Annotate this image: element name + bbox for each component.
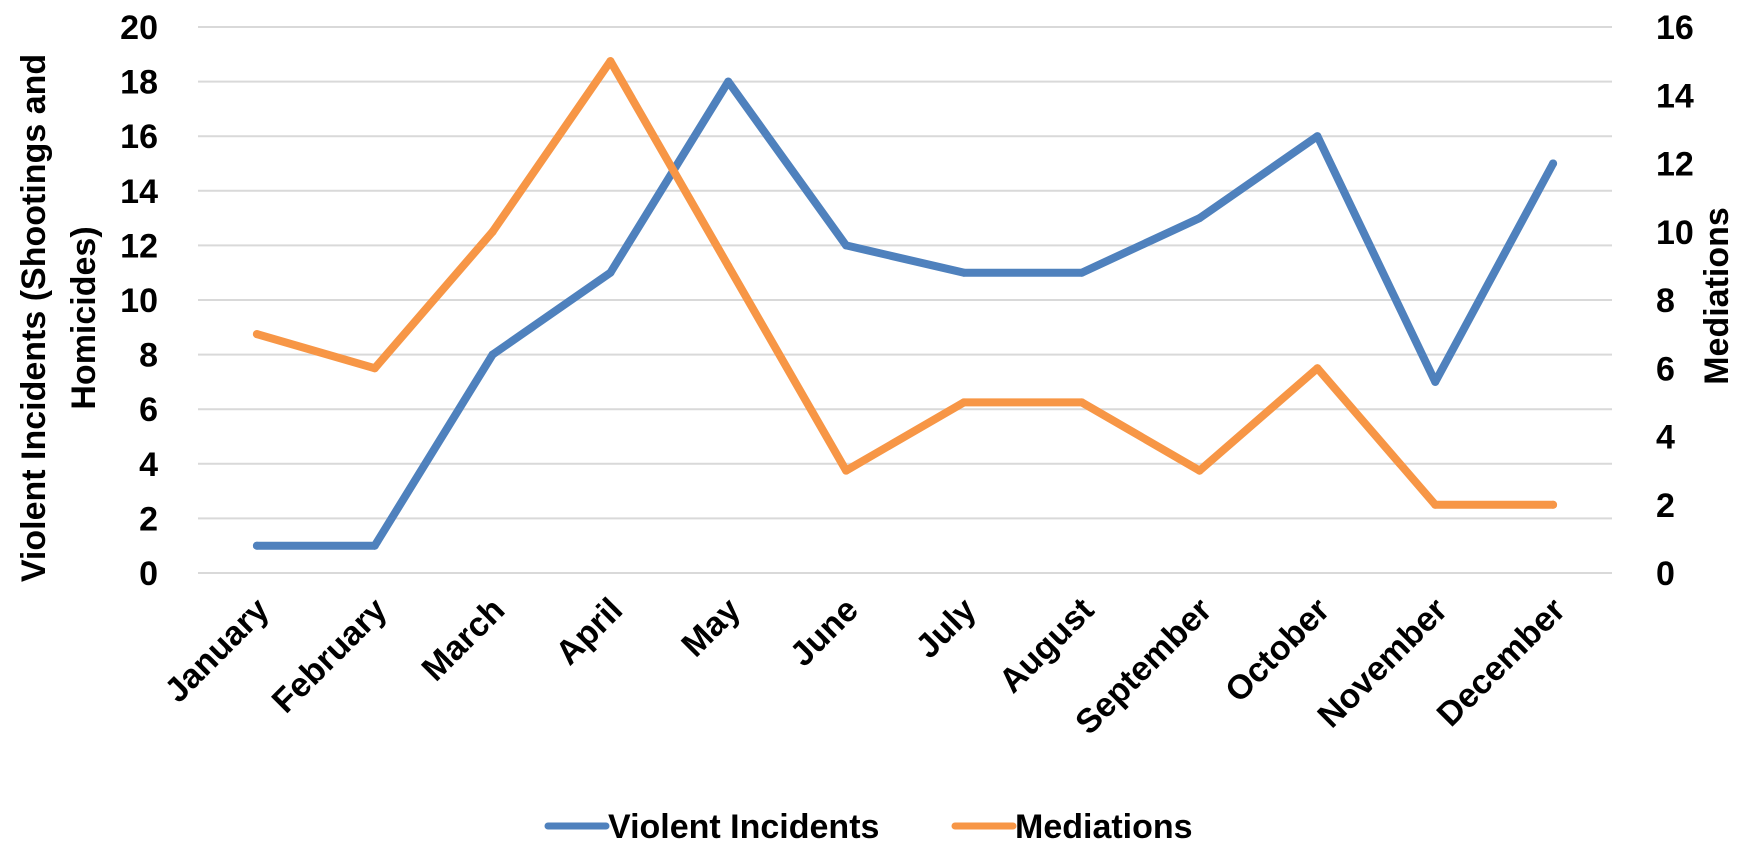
left-tick-label: 10 [120,282,158,320]
left-tick-label: 14 [120,173,158,211]
legend-label-violent-incidents: Violent Incidents [608,808,879,845]
x-tick-label: January [157,591,276,710]
data-point-violent-incidents [724,77,733,86]
data-point-mediations [1195,466,1204,475]
x-tick-label: November [1310,591,1454,735]
left-tick-label: 4 [139,446,158,484]
data-point-violent-incidents [488,350,497,359]
data-point-mediations [370,364,379,373]
left-tick-label: 16 [120,118,158,156]
left-tick-label: 2 [139,500,158,538]
series-line-violent-incidents [252,77,1558,550]
left-axis-title: Violent Incidents (Shootings and [15,54,53,582]
data-point-violent-incidents [1195,214,1204,223]
right-tick-label: 6 [1656,350,1675,388]
right-axis-ticks: 0 2 4 6 8 10 12 14 16 [1656,9,1694,593]
data-point-mediations [842,466,851,475]
right-tick-label: 10 [1656,214,1694,252]
left-tick-label: 8 [139,337,158,375]
right-tick-label: 8 [1656,282,1675,320]
right-tick-label: 16 [1656,9,1694,47]
x-tick-label: March [415,591,513,689]
data-point-violent-incidents [842,241,851,250]
legend-label-mediations: Mediations [1015,808,1193,845]
x-tick-label: April [548,591,630,673]
data-point-violent-incidents [252,541,261,550]
data-point-violent-incidents [1077,268,1086,277]
right-tick-label: 14 [1656,77,1694,115]
data-point-violent-incidents [1431,377,1440,386]
data-point-violent-incidents [1549,159,1558,168]
data-point-mediations [1313,364,1322,373]
data-point-mediations [724,261,733,270]
data-point-mediations [959,398,968,407]
left-tick-label: 18 [120,64,158,102]
data-point-mediations [488,227,497,236]
series-line-mediations [252,57,1558,509]
data-point-violent-incidents [606,268,615,277]
data-point-mediations [252,330,261,339]
left-tick-label: 0 [139,555,158,593]
data-point-mediations [606,57,615,66]
data-point-mediations [1077,398,1086,407]
data-point-mediations [1431,500,1440,509]
data-point-violent-incidents [370,541,379,550]
left-tick-label: 20 [120,9,158,47]
data-point-mediations [1549,500,1558,509]
x-tick-label: June [783,591,866,674]
x-tick-label: February [265,591,395,721]
right-tick-label: 2 [1656,487,1675,525]
right-tick-label: 4 [1656,419,1675,457]
left-tick-label: 12 [120,227,158,265]
data-point-violent-incidents [959,268,968,277]
data-point-violent-incidents [1313,132,1322,141]
x-tick-label: October [1218,591,1337,710]
x-tick-label: December [1430,591,1573,734]
x-tick-label: May [674,591,748,665]
legend: Violent Incidents Mediations [544,808,1193,845]
right-tick-label: 12 [1656,146,1694,184]
series-lines [252,57,1558,550]
left-axis-ticks: 0 2 4 6 8 10 12 14 16 18 20 [120,9,158,593]
right-tick-label: 0 [1656,555,1675,593]
left-tick-label: 6 [139,391,158,429]
x-tick-label: August [992,591,1102,701]
right-axis-title: Mediations [1698,207,1736,385]
x-tick-label: July [909,591,984,666]
left-axis-title-line2: Homicides) [65,226,103,409]
